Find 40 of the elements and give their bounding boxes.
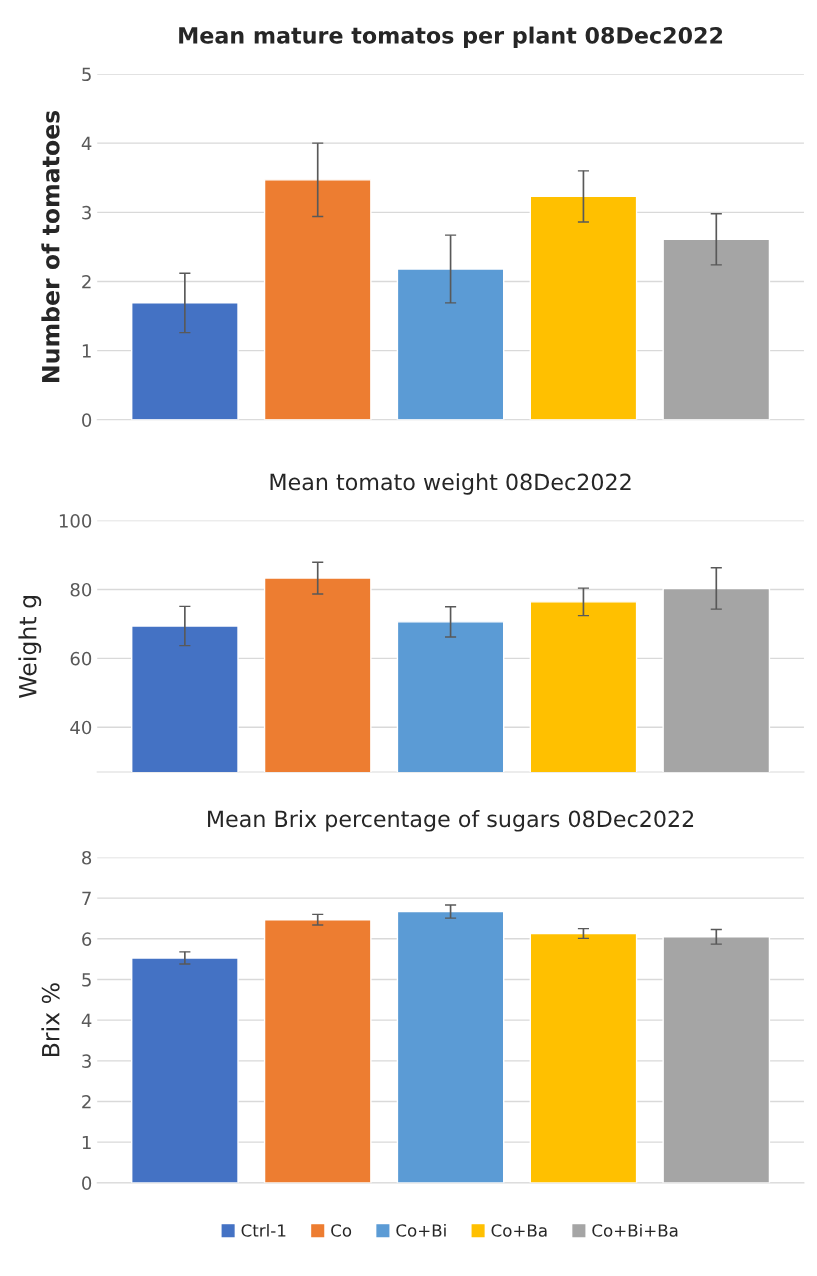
bar bbox=[529, 932, 638, 1183]
y-tick-label: 5 bbox=[82, 67, 91, 82]
y-axis-title: Weight g bbox=[18, 596, 42, 698]
bar bbox=[662, 936, 771, 1183]
chart-title: Mean Brix percentage of sugars 08Dec2022 bbox=[208, 810, 694, 832]
y-tick-label: 1 bbox=[82, 344, 91, 358]
y-axis-title: Number of tomatoes bbox=[41, 110, 60, 382]
y-tick-label: 3 bbox=[82, 1054, 91, 1068]
y-tick-label: 6 bbox=[82, 932, 92, 946]
bar bbox=[263, 179, 372, 420]
bar bbox=[131, 302, 239, 420]
y-tick-label: 4 bbox=[81, 136, 92, 151]
bar bbox=[131, 957, 239, 1183]
y-tick-label: 3 bbox=[82, 205, 91, 220]
y-tick-label: 4 bbox=[81, 1013, 92, 1028]
bar bbox=[529, 195, 638, 420]
y-axis-title: Brix % bbox=[41, 983, 60, 1057]
y-tick-label: 40 bbox=[70, 720, 92, 735]
bar bbox=[662, 238, 771, 420]
legend-label: Co+Bi+Ba bbox=[592, 1223, 678, 1237]
y-tick-label: 0 bbox=[82, 1176, 92, 1190]
legend-label: Co+Bi bbox=[396, 1223, 446, 1237]
bar bbox=[396, 268, 505, 420]
y-tick-label: 5 bbox=[82, 973, 91, 987]
y-tick-label: 60 bbox=[70, 651, 92, 666]
y-tick-label: 80 bbox=[70, 582, 92, 597]
y-tick-label: 7 bbox=[82, 891, 91, 905]
bar bbox=[263, 919, 372, 1183]
chart-title: Mean mature tomatos per plant 08Dec2022 bbox=[179, 26, 723, 49]
chart-title: Mean tomato weight 08Dec2022 bbox=[270, 473, 631, 495]
y-tick-label: 100 bbox=[59, 514, 92, 528]
y-tick-label: 1 bbox=[82, 1135, 91, 1150]
legend-label: Co+Ba bbox=[491, 1224, 547, 1237]
legend-label: Ctrl-1 bbox=[241, 1223, 286, 1237]
y-tick-label: 0 bbox=[82, 413, 92, 427]
y-tick-label: 2 bbox=[82, 274, 91, 289]
legend-label: Co bbox=[331, 1224, 352, 1237]
y-tick-label: 2 bbox=[82, 1094, 91, 1109]
y-tick-label: 8 bbox=[82, 850, 92, 865]
bar bbox=[396, 910, 505, 1183]
